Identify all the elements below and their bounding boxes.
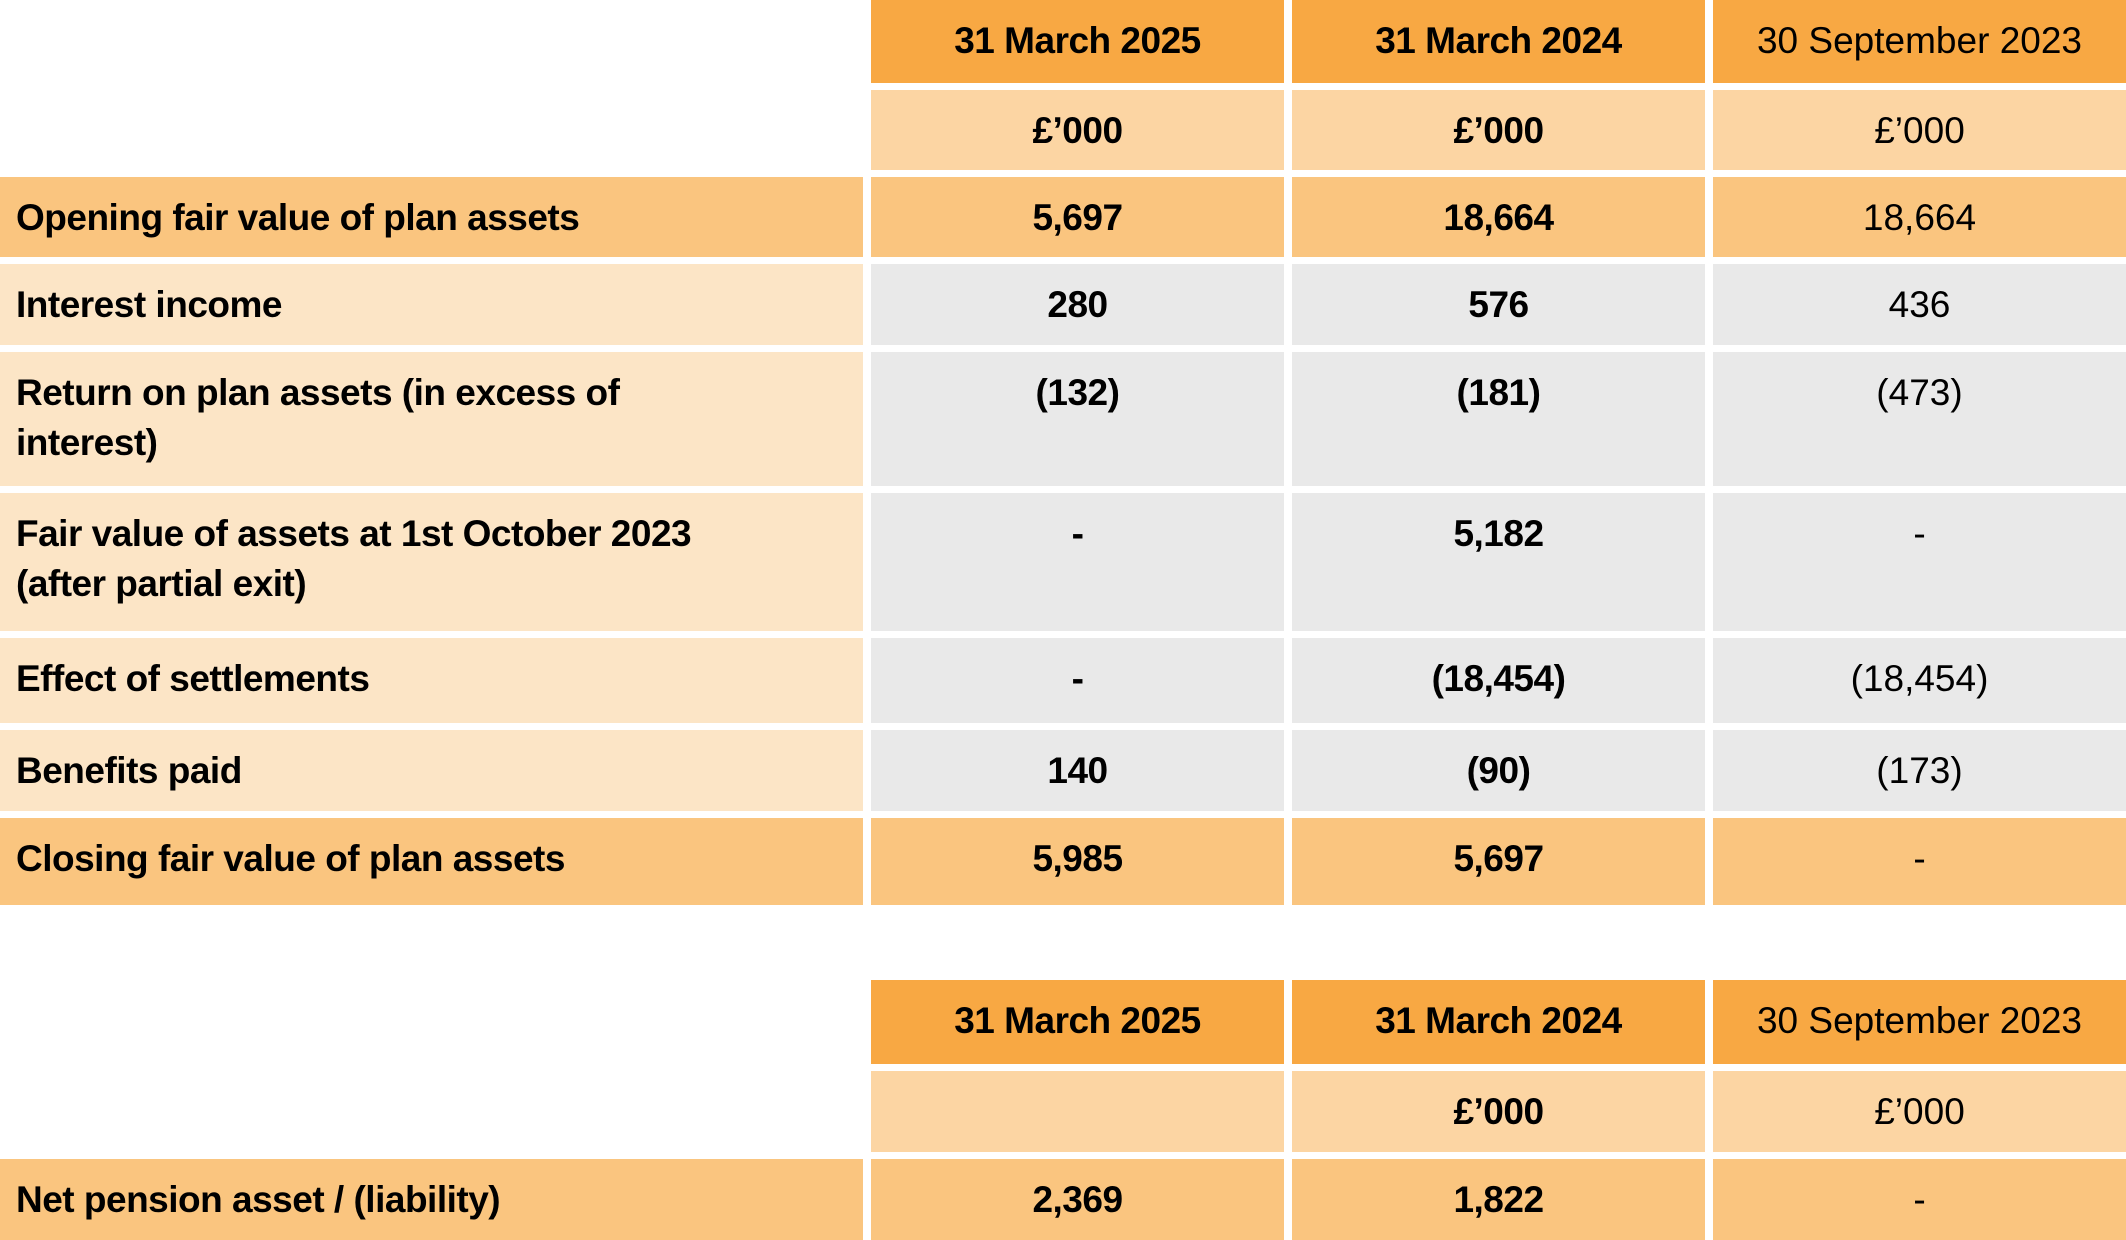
value-cell: 5,182 (1292, 493, 1713, 638)
header-cell-sep2023: 30 September 2023 (1713, 980, 2126, 1071)
value-cell: - (1713, 1159, 2126, 1240)
table-row: Fair value of assets at 1st October 2023… (0, 493, 2126, 638)
units-spacer-cell (0, 90, 871, 177)
value-cell: 436 (1713, 264, 2126, 352)
value-cell: (132) (871, 352, 1292, 493)
row-label-cell: Benefits paid (0, 730, 871, 818)
units-cell: £’000 (871, 90, 1292, 177)
value-cell: (18,454) (1713, 638, 2126, 730)
value-cell: (173) (1713, 730, 2126, 818)
header-cell-sep2023: 30 September 2023 (1713, 0, 2126, 90)
units-cell-empty (871, 1071, 1292, 1159)
header-spacer-cell (0, 0, 871, 90)
value-cell: - (1713, 818, 2126, 912)
table-row: Return on plan assets (in excess of inte… (0, 352, 2126, 493)
row-label-cell: Closing fair value of plan assets (0, 818, 871, 912)
table-row: Net pension asset / (liability) 2,369 1,… (0, 1159, 2126, 1240)
header-cell-2024: 31 March 2024 (1292, 980, 1713, 1071)
table-row: Effect of settlements - (18,454) (18,454… (0, 638, 2126, 730)
table-row: £’000 £’000 £’000 (0, 90, 2126, 177)
row-label-cell: Net pension asset / (liability) (0, 1159, 871, 1240)
units-spacer-cell (0, 1071, 871, 1159)
row-label-cell: Interest income (0, 264, 871, 352)
value-cell: 18,664 (1292, 177, 1713, 264)
units-cell: £’000 (1292, 90, 1713, 177)
value-cell: - (1713, 493, 2126, 638)
table-row: Benefits paid 140 (90) (173) (0, 730, 2126, 818)
row-label-cell: Effect of settlements (0, 638, 871, 730)
units-cell: £’000 (1292, 1071, 1713, 1159)
table-row: Closing fair value of plan assets 5,985 … (0, 818, 2126, 912)
value-cell: - (871, 638, 1292, 730)
value-cell: 576 (1292, 264, 1713, 352)
value-cell: (181) (1292, 352, 1713, 493)
value-cell: 280 (871, 264, 1292, 352)
header-spacer-cell (0, 980, 871, 1071)
table-row: Interest income 280 576 436 (0, 264, 2126, 352)
value-cell: 1,822 (1292, 1159, 1713, 1240)
header-cell-2024: 31 March 2024 (1292, 0, 1713, 90)
table-row: £’000 £’000 (0, 1071, 2126, 1159)
value-cell: 140 (871, 730, 1292, 818)
value-cell: 18,664 (1713, 177, 2126, 264)
net-pension-table: 31 March 2025 31 March 2024 30 September… (0, 980, 2126, 1240)
plan-assets-movement-table: 31 March 2025 31 March 2024 30 September… (0, 0, 2126, 912)
value-cell: (18,454) (1292, 638, 1713, 730)
header-cell-2025: 31 March 2025 (871, 0, 1292, 90)
table-row: 31 March 2025 31 March 2024 30 September… (0, 980, 2126, 1071)
value-cell: 5,985 (871, 818, 1292, 912)
row-label-cell: Fair value of assets at 1st October 2023… (0, 493, 871, 638)
value-cell: (473) (1713, 352, 2126, 493)
units-cell: £’000 (1713, 1071, 2126, 1159)
value-cell: - (871, 493, 1292, 638)
value-cell: 2,369 (871, 1159, 1292, 1240)
row-label-cell: Return on plan assets (in excess of inte… (0, 352, 871, 493)
table-row: 31 March 2025 31 March 2024 30 September… (0, 0, 2126, 90)
table-row: Opening fair value of plan assets 5,697 … (0, 177, 2126, 264)
header-cell-2025: 31 March 2025 (871, 980, 1292, 1071)
value-cell: 5,697 (1292, 818, 1713, 912)
row-label-cell: Opening fair value of plan assets (0, 177, 871, 264)
units-cell: £’000 (1713, 90, 2126, 177)
value-cell: 5,697 (871, 177, 1292, 264)
value-cell: (90) (1292, 730, 1713, 818)
